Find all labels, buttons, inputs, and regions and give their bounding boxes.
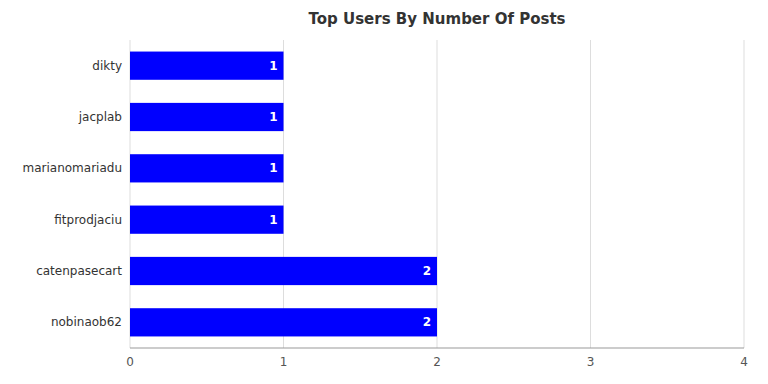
tick-label: 1 xyxy=(280,355,288,369)
tick-label: 3 xyxy=(587,355,595,369)
grid-line xyxy=(130,40,131,348)
grid-line xyxy=(744,40,745,348)
bar xyxy=(130,206,284,234)
data-label: 1 xyxy=(269,161,277,175)
grid-line xyxy=(283,40,284,348)
axis-line xyxy=(130,348,744,349)
category-label: dikty xyxy=(92,59,122,73)
grid-line xyxy=(437,40,438,348)
category-label: marianomariadu xyxy=(23,161,123,175)
grid-line xyxy=(590,40,591,348)
bar xyxy=(130,308,437,336)
chart-title: Top Users By Number Of Posts xyxy=(309,10,566,28)
chart-container: Top Users By Number Of Posts 0 1 2 3 4 nobinao… xyxy=(0,0,768,384)
category-label: jacplab xyxy=(78,110,122,124)
category-label: nobinaob62 xyxy=(51,315,122,329)
chart-svg: Top Users By Number Of Posts 0 1 2 3 4 nobinao… xyxy=(0,0,768,384)
bar xyxy=(130,103,284,131)
data-label: 1 xyxy=(269,59,277,73)
data-label: 1 xyxy=(269,213,277,227)
data-label: 2 xyxy=(423,264,431,278)
bar xyxy=(130,52,284,80)
data-label: 2 xyxy=(423,315,431,329)
data-label: 1 xyxy=(269,110,277,124)
category-label: catenpasecart xyxy=(36,264,122,278)
tick-label: 2 xyxy=(433,355,441,369)
category-label: fitprodjaciu xyxy=(54,213,122,227)
grid xyxy=(130,40,744,348)
bar xyxy=(130,154,284,182)
bar xyxy=(130,257,437,285)
bars xyxy=(130,52,437,337)
tick-label: 4 xyxy=(740,355,748,369)
tick-label: 0 xyxy=(126,355,134,369)
